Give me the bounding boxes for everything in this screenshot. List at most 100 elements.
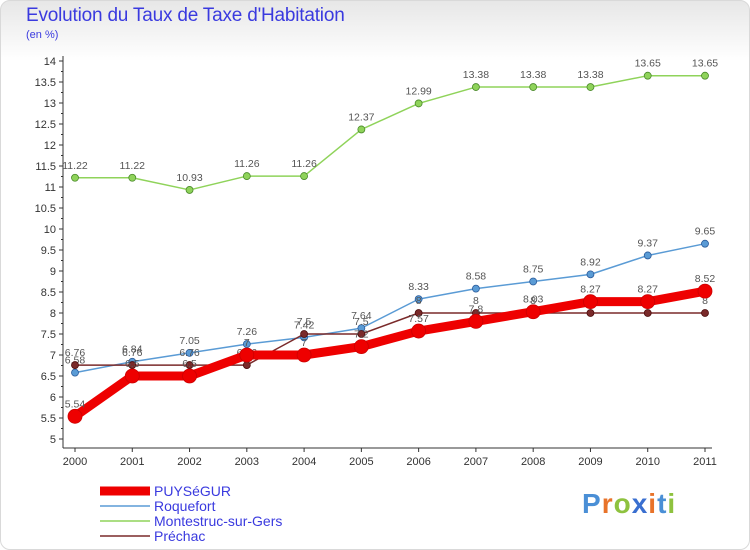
data-label: 11.22 bbox=[120, 160, 146, 172]
x-tick-label: 2001 bbox=[120, 456, 144, 468]
data-point bbox=[71, 368, 79, 377]
y-tick-label: 9.5 bbox=[41, 245, 56, 257]
data-point bbox=[529, 277, 538, 286]
y-tick-label: 5.5 bbox=[41, 413, 56, 425]
data-point bbox=[643, 309, 652, 317]
x-tick-label: 2000 bbox=[63, 456, 87, 468]
data-point bbox=[586, 309, 595, 317]
logo-letter: i bbox=[648, 488, 658, 519]
series-roquefort: 6.586.847.057.267.427.648.338.588.758.92… bbox=[65, 226, 716, 377]
y-tick-label: 13.5 bbox=[35, 77, 56, 89]
series-puys-gur: 5.54 6.5 6.5 7 7 7.2 7.57 7.8 8.03 8.27 8.27 8.52 bbox=[65, 273, 715, 424]
series-line-puys-gur bbox=[70, 286, 710, 421]
data-label: 7.8 bbox=[469, 303, 484, 315]
data-point bbox=[242, 172, 251, 180]
x-tick-label: 2004 bbox=[292, 456, 316, 468]
data-point bbox=[353, 339, 369, 355]
data-label: 7.26 bbox=[237, 326, 258, 338]
data-point bbox=[701, 239, 709, 248]
data-point bbox=[128, 173, 137, 182]
data-label: 8.33 bbox=[408, 281, 429, 293]
y-tick-label: 7 bbox=[50, 350, 56, 362]
chart-title: Evolution du Taux de Taxe d'Habitation bbox=[26, 5, 345, 26]
data-label: 12.99 bbox=[405, 85, 431, 97]
legend-item-puysegur: PUYSéGUR bbox=[100, 484, 282, 499]
data-point bbox=[643, 251, 652, 260]
y-tick-label: 13 bbox=[44, 98, 56, 110]
x-tick-label: 2003 bbox=[235, 456, 259, 468]
legend: PUYSéGUR Roquefort Montestruc-sur-Gers P… bbox=[100, 484, 282, 544]
data-label: 9.65 bbox=[695, 226, 716, 238]
data-label: 13.65 bbox=[692, 58, 718, 70]
series-line-pr-chac bbox=[74, 312, 706, 366]
y-tick-label: 6 bbox=[50, 392, 56, 404]
legend-label-montestruc: Montestruc-sur-Gers bbox=[154, 513, 283, 529]
data-point bbox=[71, 173, 79, 182]
chart-subtitle: (en %) bbox=[26, 29, 59, 41]
y-tick-label: 6.5 bbox=[41, 371, 56, 383]
data-label: 12.37 bbox=[348, 111, 374, 123]
data-point bbox=[414, 295, 423, 304]
series-montestruc-sur-gers: 11.22 11.22 10.93 11.26 11.26 12.37 12.99 13.38… bbox=[62, 58, 718, 194]
legend-item-roquefort: Roquefort bbox=[100, 499, 282, 514]
y-tick-label: 8.5 bbox=[41, 287, 56, 299]
data-point bbox=[185, 348, 194, 357]
data-point bbox=[583, 294, 598, 310]
logo-letter: o bbox=[613, 488, 632, 519]
legend-swatch-prechac bbox=[100, 535, 150, 537]
data-point bbox=[185, 186, 194, 194]
data-point bbox=[468, 313, 484, 329]
data-point bbox=[182, 368, 197, 384]
data-label: 10.93 bbox=[176, 172, 202, 184]
data-point bbox=[242, 340, 251, 348]
data-label: 6.5 bbox=[125, 358, 140, 370]
data-point bbox=[701, 309, 709, 317]
data-point bbox=[185, 361, 194, 369]
data-point bbox=[357, 330, 366, 338]
y-tick-label: 11.5 bbox=[35, 161, 56, 173]
data-label: 6.76 bbox=[122, 347, 143, 359]
x-tick-label: 2011 bbox=[693, 456, 717, 468]
y-tick-label: 9 bbox=[50, 266, 56, 278]
data-point bbox=[586, 83, 595, 91]
proxiti-logo: Proxiti bbox=[582, 488, 676, 520]
data-point bbox=[128, 361, 137, 369]
data-point bbox=[643, 71, 652, 80]
data-label: 6.76 bbox=[179, 347, 200, 359]
data-label: 8.03 bbox=[523, 294, 544, 306]
legend-label-roquefort: Roquefort bbox=[154, 498, 216, 514]
x-tick-label: 2010 bbox=[635, 456, 659, 468]
data-label: 8 bbox=[416, 295, 422, 307]
legend-swatch-puysegur bbox=[100, 486, 150, 496]
data-label: 13.65 bbox=[635, 58, 661, 70]
y-tick-label: 10.5 bbox=[35, 203, 56, 215]
y-tick-label: 5 bbox=[50, 434, 56, 446]
y-tick-label: 12.5 bbox=[35, 119, 56, 131]
data-label: 8 bbox=[530, 295, 536, 307]
data-label: 8 bbox=[702, 295, 708, 307]
data-label: 7.64 bbox=[351, 310, 372, 322]
data-label: 8.27 bbox=[638, 284, 659, 296]
data-point bbox=[67, 408, 83, 424]
data-point bbox=[300, 172, 308, 180]
legend-item-montestruc: Montestruc-sur-Gers bbox=[100, 514, 282, 529]
data-point bbox=[357, 125, 366, 134]
data-point bbox=[701, 71, 709, 80]
legend-label-puysegur: PUYSéGUR bbox=[154, 483, 232, 499]
data-label: 8.58 bbox=[466, 271, 487, 283]
y-tick-label: 10 bbox=[44, 224, 56, 236]
data-label: 8.75 bbox=[523, 264, 544, 276]
data-point bbox=[472, 83, 480, 91]
data-label: 6.58 bbox=[65, 355, 86, 367]
data-label: 8.27 bbox=[580, 284, 601, 296]
data-label: 7.5 bbox=[297, 316, 312, 328]
legend-swatch-roquefort bbox=[100, 505, 150, 507]
data-label: 13.38 bbox=[577, 69, 603, 81]
data-point bbox=[640, 294, 656, 310]
data-point bbox=[300, 330, 308, 338]
data-label: 5.54 bbox=[65, 398, 86, 410]
data-label: 6.76 bbox=[65, 347, 86, 359]
y-tick-label: 7.5 bbox=[41, 329, 56, 341]
